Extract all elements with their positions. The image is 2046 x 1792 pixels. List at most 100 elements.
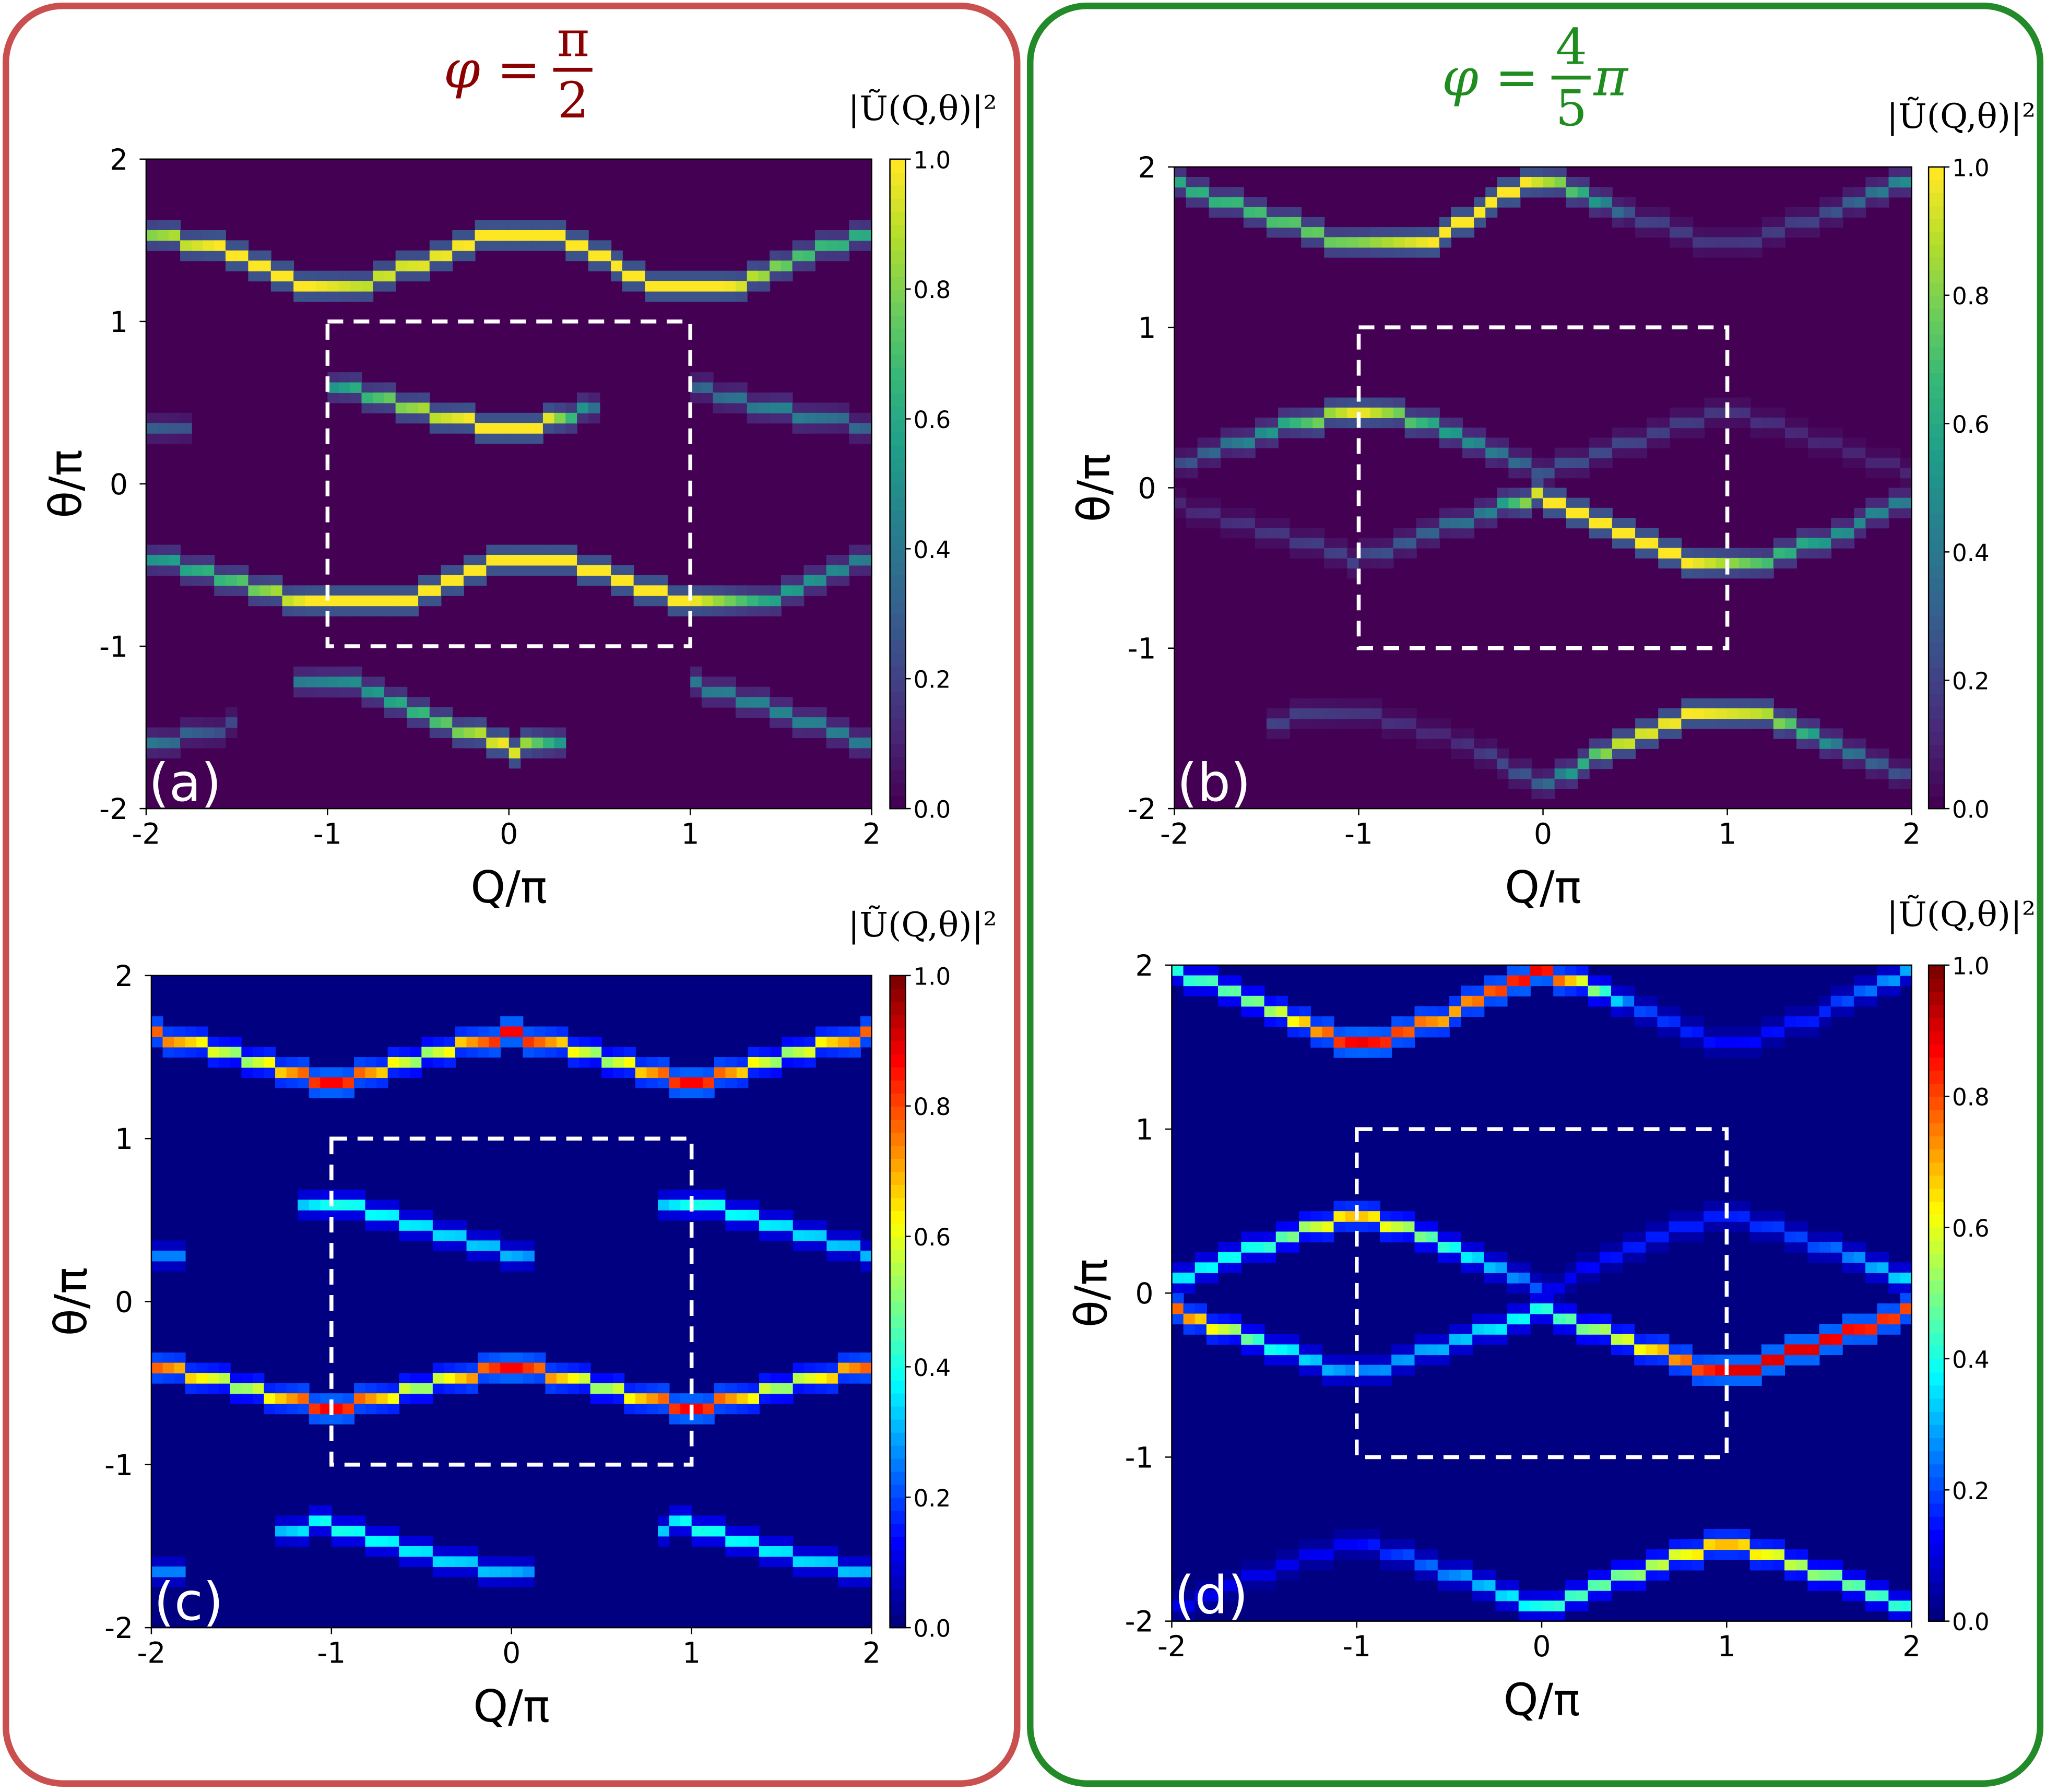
title-fraction: π 2 xyxy=(553,10,593,129)
heatmap-cell xyxy=(1287,1559,1300,1571)
heatmap-cell xyxy=(826,250,838,262)
y-tick-label: -2 xyxy=(99,792,128,826)
heatmap-cell xyxy=(1773,428,1785,438)
heatmap-cell xyxy=(1206,975,1219,987)
heatmap-cell xyxy=(1416,237,1428,248)
heatmap-cell xyxy=(701,697,714,708)
heatmap-cell xyxy=(1819,1231,1831,1243)
heatmap-cell xyxy=(157,747,170,758)
heatmap-cell xyxy=(180,433,192,444)
heatmap-cell xyxy=(1209,187,1221,198)
colorbar-segment xyxy=(1929,1345,1945,1360)
heatmap-cell xyxy=(690,270,702,282)
heatmap-cell xyxy=(508,220,521,231)
heatmap-cell xyxy=(1381,227,1394,238)
heatmap-cell xyxy=(1531,167,1544,178)
heatmap-cell xyxy=(1657,1549,1670,1560)
heatmap-cell xyxy=(1255,197,1267,208)
heatmap-cell xyxy=(236,575,249,586)
heatmap-cell xyxy=(1218,975,1231,987)
heatmap-cell xyxy=(1623,1559,1635,1571)
heatmap-cell xyxy=(316,595,328,607)
heatmap-cell xyxy=(1439,428,1452,438)
heatmap-cell xyxy=(1830,995,1843,1007)
heatmap-cell xyxy=(1333,1221,1346,1232)
heatmap-cell xyxy=(1577,457,1590,469)
heatmap-cell xyxy=(1507,1303,1519,1314)
heatmap-cell xyxy=(1865,1252,1878,1263)
heatmap-cell xyxy=(577,230,589,241)
colorbar-segment xyxy=(1929,1253,1945,1268)
heatmap-cell xyxy=(1842,1242,1854,1253)
heatmap-cell xyxy=(1391,1231,1404,1243)
heatmap-cell xyxy=(1750,247,1763,258)
heatmap-cell xyxy=(259,260,271,271)
heatmap-cell xyxy=(1437,1231,1450,1243)
heatmap-cell xyxy=(293,666,305,678)
heatmap-cell xyxy=(1807,1242,1820,1253)
heatmap-cell xyxy=(395,686,408,698)
heatmap-cell xyxy=(407,392,419,404)
heatmap-cell xyxy=(1738,1037,1751,1048)
heatmap-cell xyxy=(1588,1580,1600,1591)
panel-label: (d) xyxy=(1174,1565,1248,1626)
heatmap-cell xyxy=(1600,187,1613,198)
heatmap-cell xyxy=(1218,1334,1231,1345)
heatmap-cell xyxy=(1704,1375,1716,1386)
heatmap-cell xyxy=(1738,1221,1751,1232)
heatmap-cell xyxy=(747,270,759,282)
heatmap-cell xyxy=(826,230,838,241)
heatmap-cell xyxy=(316,686,328,698)
colorbar-label: |Ũ(Q,θ)|² xyxy=(848,88,997,128)
colorbar-segment xyxy=(890,341,906,355)
heatmap-cell xyxy=(1345,1037,1357,1048)
heatmap-cell xyxy=(1241,1324,1253,1335)
heatmap-cell xyxy=(407,707,419,718)
heatmap-cell xyxy=(758,585,771,596)
heatmap-cell xyxy=(736,697,748,708)
colorbar-segment xyxy=(1929,1529,1945,1544)
heatmap-cell xyxy=(384,260,396,271)
heatmap-cell xyxy=(770,595,782,607)
heatmap-cell xyxy=(1358,407,1371,418)
heatmap-cell xyxy=(554,544,566,556)
heatmap-cell xyxy=(1474,197,1486,208)
heatmap-cell xyxy=(747,585,759,596)
heatmap-cell xyxy=(837,575,850,586)
heatmap-cell xyxy=(1658,417,1671,429)
heatmap-cell xyxy=(1380,1026,1392,1038)
heatmap-cell xyxy=(1761,1344,1773,1356)
heatmap-cell xyxy=(1670,407,1682,418)
heatmap-cell xyxy=(1566,457,1578,469)
heatmap-cell xyxy=(452,565,464,576)
heatmap-cell xyxy=(1749,1355,1762,1366)
heatmap-cell xyxy=(520,412,533,424)
colorbar-segment xyxy=(890,613,906,627)
heatmap-cell xyxy=(1195,1324,1207,1335)
heatmap-cell xyxy=(418,595,430,607)
heatmap-cell xyxy=(1229,1334,1242,1345)
heatmap-cell xyxy=(1819,1252,1831,1263)
heatmap-cell xyxy=(1229,1262,1242,1273)
heatmap-cell xyxy=(577,555,589,566)
heatmap-cell xyxy=(203,240,215,251)
heatmap-cell xyxy=(1634,1580,1647,1591)
heatmap-cell xyxy=(713,606,725,616)
heatmap-cell xyxy=(1715,1037,1728,1048)
heatmap-cell xyxy=(667,595,680,607)
heatmap-cell xyxy=(1865,447,1878,458)
heatmap-cell xyxy=(736,270,748,282)
heatmap-cell xyxy=(1358,227,1371,238)
heatmap-cell xyxy=(1877,1303,1889,1314)
heatmap-cell xyxy=(452,737,464,749)
heatmap-cell xyxy=(1553,1590,1566,1601)
heatmap-cell xyxy=(350,585,362,596)
heatmap-cell xyxy=(225,565,238,576)
heatmap-cell xyxy=(339,392,351,404)
heatmap-cell xyxy=(792,585,805,596)
heatmap-cell xyxy=(542,747,555,758)
heatmap-cell xyxy=(1172,1313,1184,1325)
heatmap-cell xyxy=(1681,407,1694,418)
heatmap-cell xyxy=(1784,1006,1797,1017)
heatmap-cell xyxy=(1530,965,1543,976)
